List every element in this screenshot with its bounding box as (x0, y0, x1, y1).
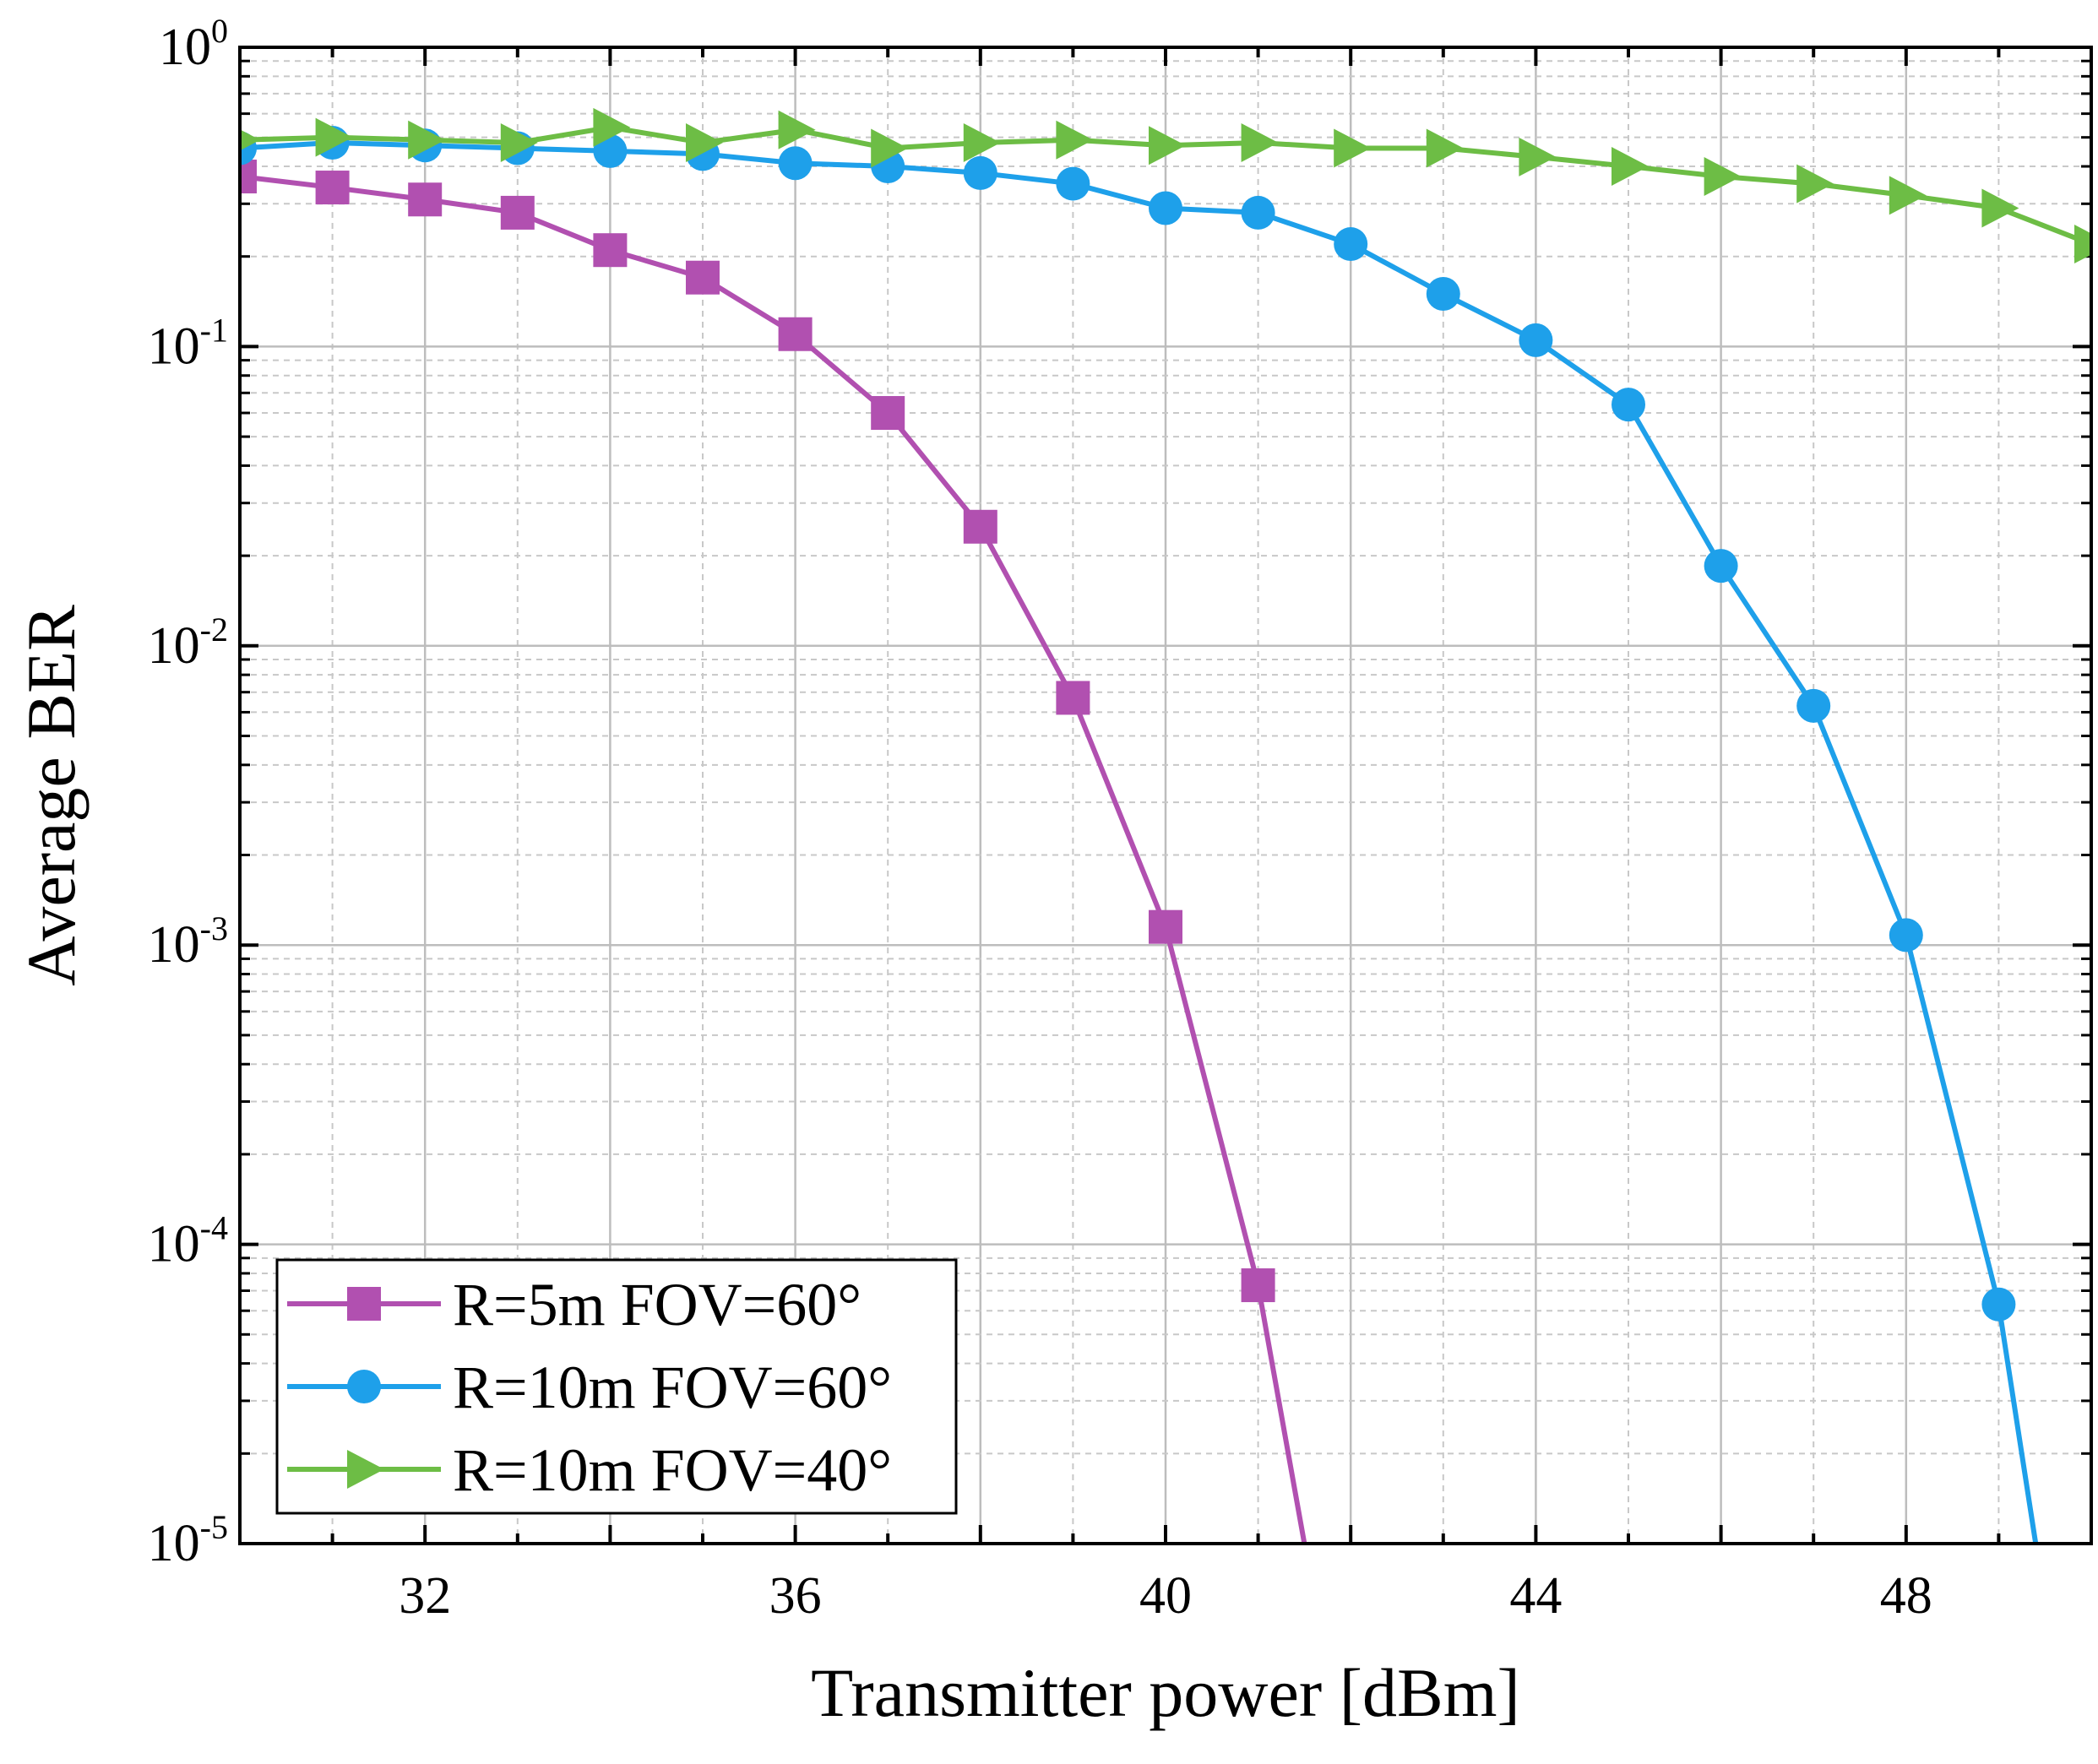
data-point (408, 120, 446, 160)
data-point (1426, 276, 1460, 311)
data-point (1519, 137, 1557, 176)
x-axis-title: Transmitter power [dBm] (811, 1654, 1520, 1731)
data-point (315, 171, 350, 205)
series-group (240, 107, 2091, 264)
data-point (240, 129, 260, 151)
data-point (1426, 128, 1464, 168)
data-point (963, 509, 997, 544)
y-tick-label: 10-1 (148, 311, 228, 375)
data-point (1796, 688, 1831, 723)
grid-lines (240, 47, 2091, 1544)
y-tick-label: 10-5 (148, 1508, 228, 1572)
y-tick-label: 100 (159, 12, 228, 76)
data-point (1149, 191, 1182, 225)
data-point (1519, 323, 1553, 357)
data-point (871, 396, 905, 431)
y-tick-label: 10-3 (148, 909, 228, 974)
data-point (1149, 909, 1182, 944)
data-point (1241, 195, 1275, 230)
y-tick-base: 10 (148, 1515, 200, 1572)
data-point (500, 122, 538, 162)
data-point (1889, 176, 1927, 215)
legend-marker (347, 1450, 384, 1489)
y-tick-base: 10 (148, 916, 200, 974)
data-point (778, 110, 816, 149)
data-point (1056, 681, 1090, 715)
y-tick-exponent: -1 (200, 311, 228, 349)
data-point (1056, 120, 1094, 160)
legend-marker (347, 1370, 381, 1403)
y-axis-title: Average BER (13, 605, 90, 986)
x-tick-label: 48 (1880, 1567, 1932, 1625)
legend-label: R=10m FOV=40° (453, 1436, 892, 1504)
y-tick-exponent: -2 (200, 611, 228, 649)
data-point (1981, 188, 2019, 228)
data-point (686, 260, 720, 295)
data-point (1981, 1287, 2016, 1322)
data-point (871, 128, 909, 168)
data-point (1612, 147, 1649, 187)
data-point (408, 182, 443, 217)
y-tick-exponent: -5 (200, 1508, 228, 1546)
y-tick-label: 10-2 (148, 611, 228, 675)
series-group (240, 160, 1307, 1544)
data-point (1704, 549, 1738, 583)
data-point (2074, 225, 2091, 264)
y-tick-base: 10 (148, 318, 200, 375)
data-point (778, 317, 813, 351)
data-point (1704, 157, 1742, 197)
data-point (686, 122, 723, 162)
legend: R=5m FOV=60° R=10m FOV=60° R=10m FOV=40° (275, 1258, 958, 1515)
x-tick-label: 44 (1509, 1567, 1562, 1625)
data-point (963, 122, 1001, 162)
y-tick-exponent: 0 (211, 12, 228, 50)
data-point (1612, 388, 1645, 422)
data-point (1149, 126, 1186, 166)
x-tick-label: 36 (769, 1567, 822, 1625)
legend-marker (347, 1287, 381, 1321)
y-tick-base: 10 (159, 19, 211, 76)
data-point (593, 233, 628, 268)
data-point (1334, 128, 1372, 168)
data-point (1334, 227, 1368, 262)
legend-label: R=5m FOV=60° (453, 1271, 861, 1338)
data-point (963, 155, 997, 190)
y-tick-exponent: -4 (200, 1209, 228, 1247)
data-point (240, 160, 257, 194)
plot-frame (238, 46, 2093, 1545)
y-tick-base: 10 (148, 617, 200, 675)
data-point (315, 117, 353, 157)
data-series (240, 107, 2091, 1544)
y-tick-base: 10 (148, 1216, 200, 1273)
x-tick-label: 32 (399, 1567, 451, 1625)
data-point (1241, 1268, 1275, 1303)
series-group (240, 125, 2039, 1544)
data-point (593, 107, 631, 147)
legend-label: R=10m FOV=60° (453, 1354, 892, 1421)
data-point (1796, 164, 1834, 204)
data-point (1241, 122, 1279, 162)
y-tick-label: 10-4 (148, 1209, 228, 1273)
data-point (500, 195, 535, 230)
x-tick-label: 40 (1139, 1567, 1192, 1625)
data-point (778, 146, 813, 181)
data-point (1889, 918, 1923, 953)
y-tick-exponent: -3 (200, 909, 228, 947)
data-point (593, 133, 628, 168)
data-point (1056, 166, 1090, 201)
